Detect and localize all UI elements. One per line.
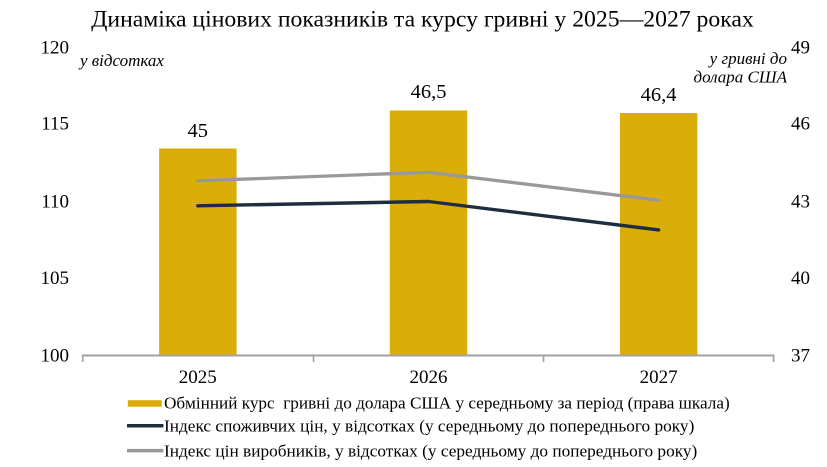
- svg-text:110: 110: [41, 191, 69, 212]
- svg-text:45: 45: [188, 120, 209, 142]
- svg-text:49: 49: [791, 38, 810, 59]
- svg-text:120: 120: [41, 38, 70, 59]
- svg-text:Динаміка цінових показників та: Динаміка цінових показників та курсу гри…: [91, 6, 754, 32]
- svg-text:100: 100: [41, 345, 70, 366]
- svg-text:Обмінний курс гривні до долар: Обмінний курс гривні до долара США у сер…: [164, 393, 730, 412]
- svg-text:долара США: долара США: [694, 68, 788, 87]
- svg-text:у відсотках: у відсотках: [78, 51, 164, 70]
- svg-text:115: 115: [41, 114, 69, 135]
- svg-text:2027: 2027: [640, 367, 678, 388]
- svg-text:40: 40: [791, 268, 810, 289]
- svg-text:у гривні до: у гривні до: [708, 49, 787, 68]
- svg-text:46: 46: [791, 114, 810, 135]
- svg-text:46,5: 46,5: [411, 81, 447, 103]
- svg-text:Індекс споживчих цін, у відсот: Індекс споживчих цін, у відсотках (у сер…: [164, 417, 694, 436]
- svg-text:43: 43: [791, 191, 810, 212]
- svg-text:37: 37: [791, 345, 810, 366]
- svg-text:2025: 2025: [179, 367, 217, 388]
- svg-text:2026: 2026: [410, 367, 448, 388]
- svg-text:105: 105: [41, 268, 70, 289]
- svg-text:Індекс цін виробників, у відсо: Індекс цін виробників, у відсотках (у се…: [164, 441, 697, 460]
- svg-text:46,4: 46,4: [641, 84, 677, 106]
